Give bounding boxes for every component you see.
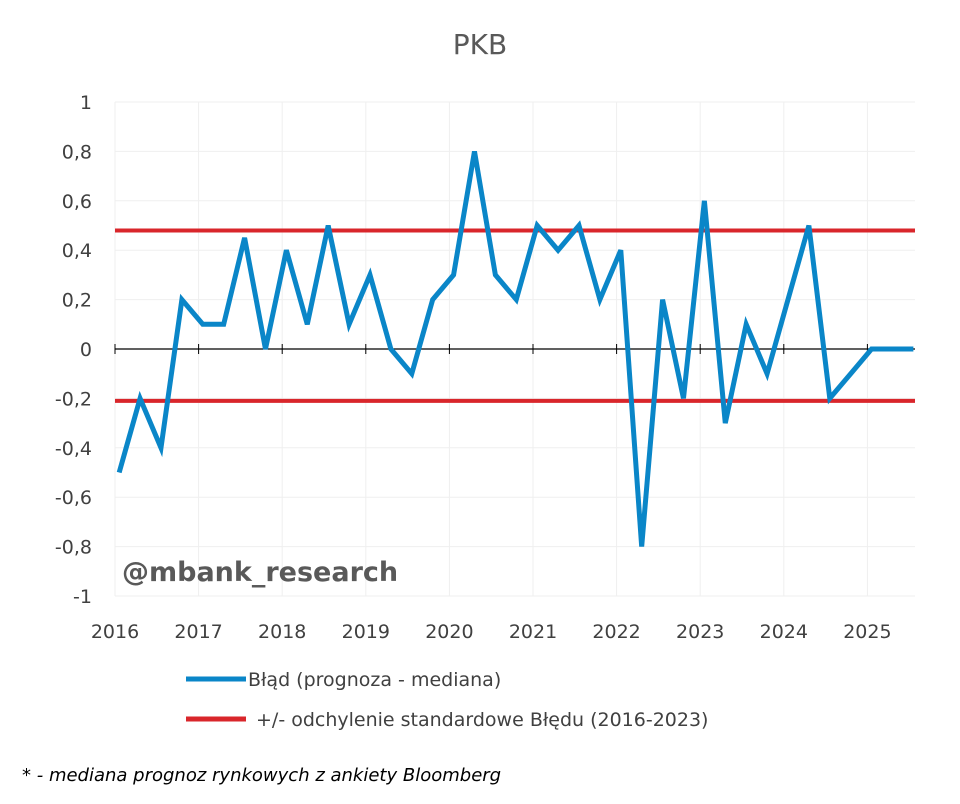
y-tick-label: 0,4: [62, 240, 92, 262]
x-tick-label: 2023: [676, 621, 724, 643]
x-tick-label: 2021: [509, 621, 557, 643]
x-tick-label: 2019: [342, 621, 390, 643]
watermark: @mbank_research: [122, 557, 398, 588]
x-tick-label: 2022: [592, 621, 640, 643]
y-tick-label: 0,6: [62, 191, 92, 213]
y-tick-label: -1: [73, 586, 92, 608]
x-tick-label: 2018: [258, 621, 306, 643]
x-tick-label: 2025: [843, 621, 891, 643]
x-tick-label: 2020: [425, 621, 473, 643]
y-tick-label: 1: [80, 92, 92, 114]
chart-title: PKB: [453, 28, 507, 61]
y-tick-label: -0,6: [55, 487, 92, 509]
x-tick-label: 2017: [174, 621, 222, 643]
y-tick-label: -0,2: [55, 388, 92, 410]
y-tick-label: -0,4: [55, 438, 92, 460]
y-tick-label: 0,8: [62, 141, 92, 163]
x-tick-label: 2024: [760, 621, 808, 643]
footnote: * - mediana prognoz rynkowych z ankiety …: [22, 765, 501, 786]
y-tick-label: 0,2: [62, 290, 92, 312]
x-tick-label: 2016: [91, 621, 139, 643]
y-tick-label: 0: [80, 339, 92, 361]
y-tick-label: -0,8: [55, 537, 92, 559]
legend-label-error: Błąd (prognoza - mediana): [248, 669, 501, 691]
legend-label-stddev: +/- odchylenie standardowe Błędu (2016-2…: [256, 709, 708, 731]
legend: Błąd (prognoza - mediana) +/- odchylenie…: [186, 669, 708, 731]
